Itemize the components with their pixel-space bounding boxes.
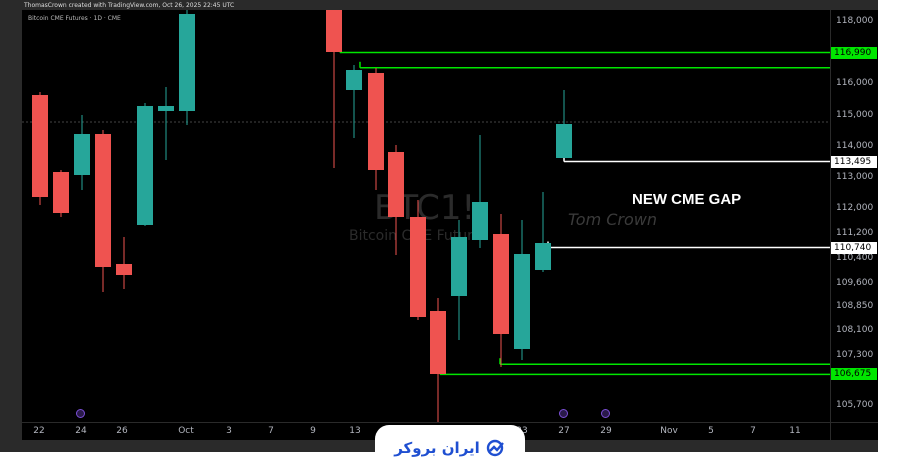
bullish-candle (74, 134, 90, 175)
price-axis[interactable]: 118,000 116,000 115,000 114,000 113,000 112,0… (831, 10, 878, 422)
bullish-candle (451, 237, 467, 296)
bullish-candle (535, 243, 551, 270)
price-label: 109,600 (836, 278, 874, 289)
candles-layer (22, 10, 830, 422)
time-label: 7 (268, 426, 274, 436)
bullish-candle (179, 14, 195, 111)
axis-corner (831, 423, 878, 440)
event-icon[interactable] (76, 409, 85, 418)
event-icon[interactable] (559, 409, 568, 418)
price-label: 118,000 (836, 16, 874, 26)
price-label: 108,850 (836, 301, 874, 312)
price-label: 115,000 (836, 109, 874, 120)
bearish-candle (95, 134, 111, 267)
price-label: 112,000 (836, 203, 874, 214)
time-label: 24 (75, 426, 87, 436)
price-tag: 116,990 (831, 46, 877, 59)
bearish-candle (53, 172, 69, 213)
price-tag: 113,495 (831, 155, 877, 168)
time-label: 29 (600, 426, 612, 436)
bearish-candle (368, 73, 384, 170)
bullish-candle (472, 202, 488, 240)
bullish-candle (137, 106, 153, 225)
brand-logo: ایران بروکر (375, 425, 525, 471)
event-icon[interactable] (601, 409, 610, 418)
author-watermark: Tom Crown (568, 210, 658, 229)
bearish-candle (430, 311, 446, 374)
time-label: 7 (750, 426, 756, 436)
price-label: 111,200 (836, 228, 874, 239)
price-label: 113,000 (836, 172, 874, 182)
time-label: 11 (789, 426, 801, 436)
bullish-candle (158, 106, 174, 111)
price-label: 110,400 (836, 253, 874, 264)
time-label: 26 (116, 426, 128, 436)
bearish-candle (410, 217, 426, 317)
price-label: 105,700 (836, 399, 874, 410)
time-label: 27 (558, 426, 570, 436)
time-label: 13 (349, 426, 361, 436)
time-label: 22 (33, 426, 45, 436)
gap-annotation: NEW CME GAP (632, 191, 742, 208)
bearish-candle (32, 95, 48, 197)
bearish-candle (493, 234, 509, 334)
time-label: Nov (660, 426, 678, 436)
symbol-legend: Bitcoin CME Futures · 1D · CME (28, 15, 121, 22)
bearish-candle (116, 264, 132, 275)
chart-growth-icon (486, 439, 504, 457)
chart-credit: ThomasCrown created with TradingView.com… (24, 2, 235, 9)
price-label: 116,000 (836, 78, 874, 89)
time-label: 9 (310, 426, 316, 436)
bullish-candle (514, 254, 530, 349)
bullish-candle (346, 70, 362, 90)
logo-text: ایران بروکر (394, 439, 480, 457)
time-label: Oct (178, 426, 194, 436)
time-label: 3 (226, 426, 232, 436)
price-tag: 106,675 (831, 368, 877, 381)
price-label: 108,100 (836, 324, 874, 335)
bullish-candle (556, 124, 572, 158)
price-label: 114,000 (836, 140, 874, 151)
price-tag: 110,740 (831, 241, 877, 254)
bearish-candle (326, 10, 342, 52)
bearish-candle (388, 152, 404, 217)
price-chart[interactable]: Bitcoin CME Futures · 1D · CME BTC1! Bit… (22, 10, 830, 422)
price-label: 107,300 (836, 349, 874, 360)
time-label: 5 (708, 426, 714, 436)
